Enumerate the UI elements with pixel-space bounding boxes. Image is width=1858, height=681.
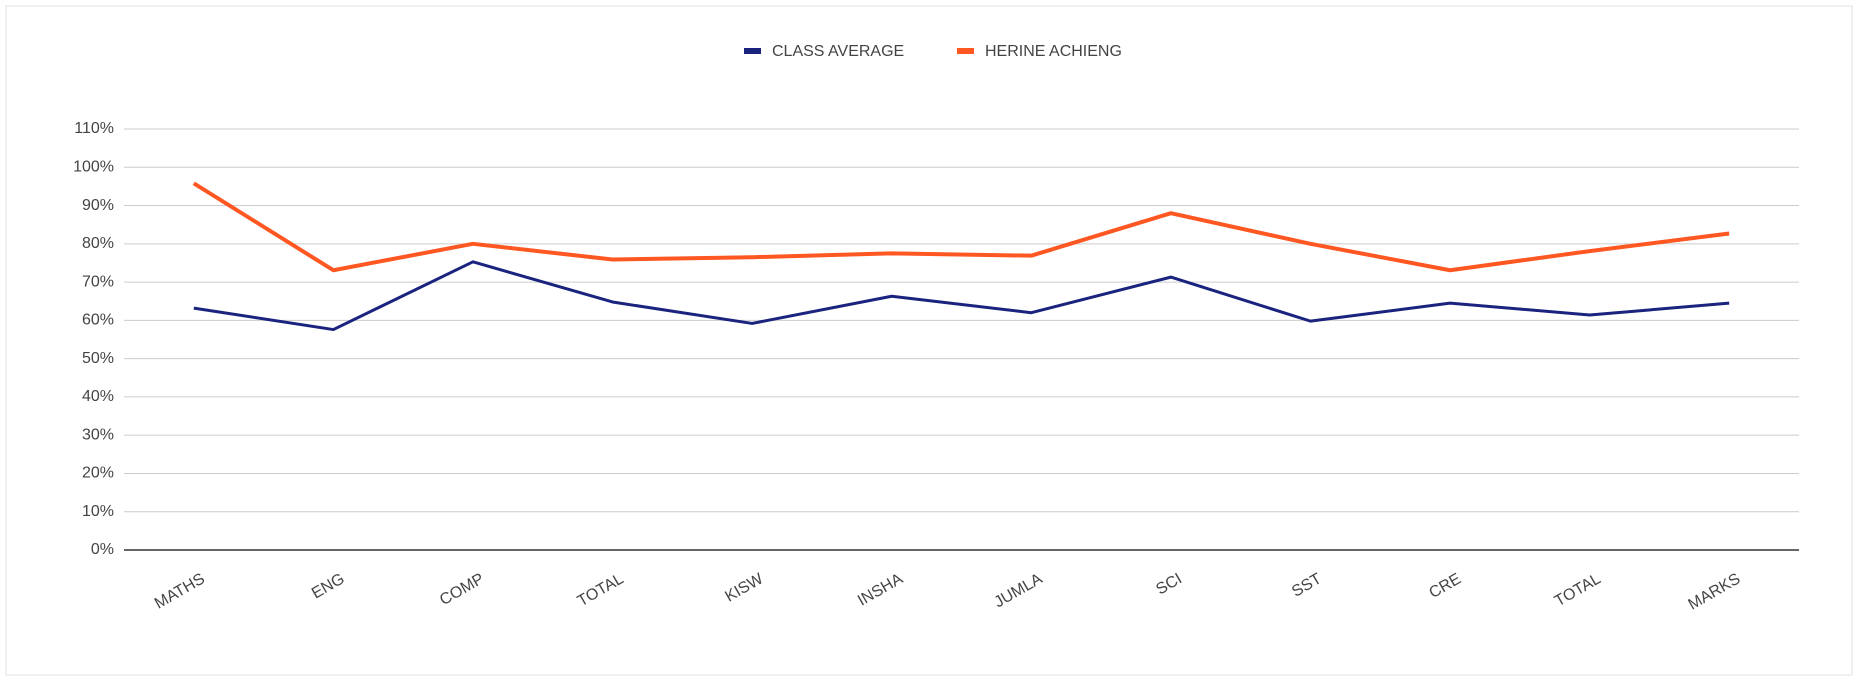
series-line	[193, 260, 1730, 332]
legend-label: CLASS AVERAGE	[772, 43, 904, 60]
series-line	[192, 181, 1730, 273]
legend-swatch	[957, 48, 974, 54]
y-tick-label: 80%	[82, 235, 114, 252]
y-tick-label: 30%	[82, 426, 114, 443]
y-tick-label: 110%	[74, 120, 114, 137]
y-tick-label: 40%	[82, 388, 114, 405]
chart-frame	[5, 5, 1853, 676]
y-tick-label: 100%	[73, 158, 114, 175]
y-tick-label: 60%	[82, 312, 114, 329]
y-tick-label: 0%	[91, 541, 114, 558]
y-tick-label: 70%	[82, 273, 114, 290]
legend-label: HERINE ACHIENG	[985, 43, 1122, 60]
y-tick-label: 90%	[82, 197, 114, 214]
y-tick-label: 50%	[82, 350, 114, 367]
y-tick-label: 20%	[82, 465, 114, 482]
y-tick-label: 10%	[82, 503, 114, 520]
legend-swatch	[744, 48, 761, 54]
